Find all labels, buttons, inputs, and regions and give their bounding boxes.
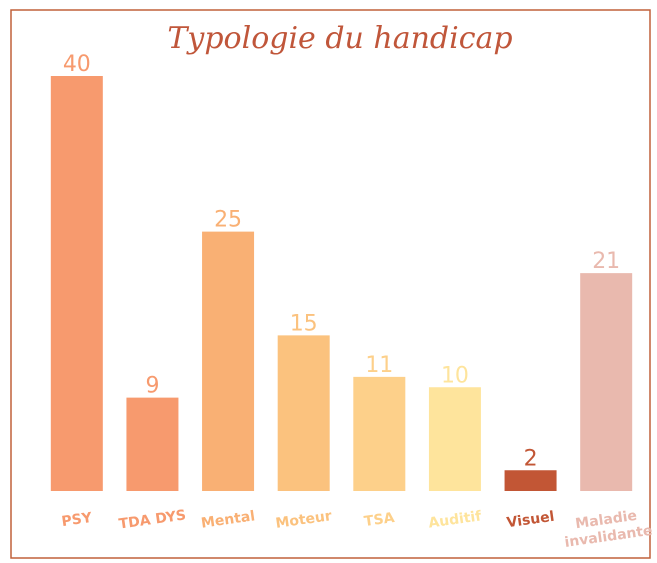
value-label: 11 (365, 353, 393, 378)
x-tick-label: Maladieinvalidante (561, 506, 653, 551)
bar (277, 335, 330, 491)
chart-border (10, 9, 651, 559)
value-label: 10 (441, 363, 469, 388)
chart-title: Typologie du handicap (167, 21, 512, 56)
bar (353, 376, 406, 491)
value-label: 2 (524, 446, 538, 471)
bar (580, 273, 633, 491)
x-tick-label: PSY (61, 510, 94, 530)
value-label: 25 (214, 208, 242, 233)
x-tick-label: Auditif (427, 508, 483, 531)
bar (202, 231, 255, 491)
value-label: 15 (290, 311, 318, 336)
value-label: 9 (145, 374, 159, 399)
x-tick-label: Mental (200, 508, 256, 531)
value-label: 40 (63, 52, 91, 77)
x-tick-label: TDA DYS (118, 507, 187, 532)
x-tick-label: TSA (363, 510, 396, 530)
x-tick-label: Visuel (506, 509, 556, 532)
bar (126, 397, 179, 491)
x-tick-label: Moteur (275, 508, 333, 532)
bar (50, 76, 103, 491)
bar (504, 470, 557, 491)
bar (428, 387, 481, 491)
value-label: 21 (592, 249, 620, 274)
